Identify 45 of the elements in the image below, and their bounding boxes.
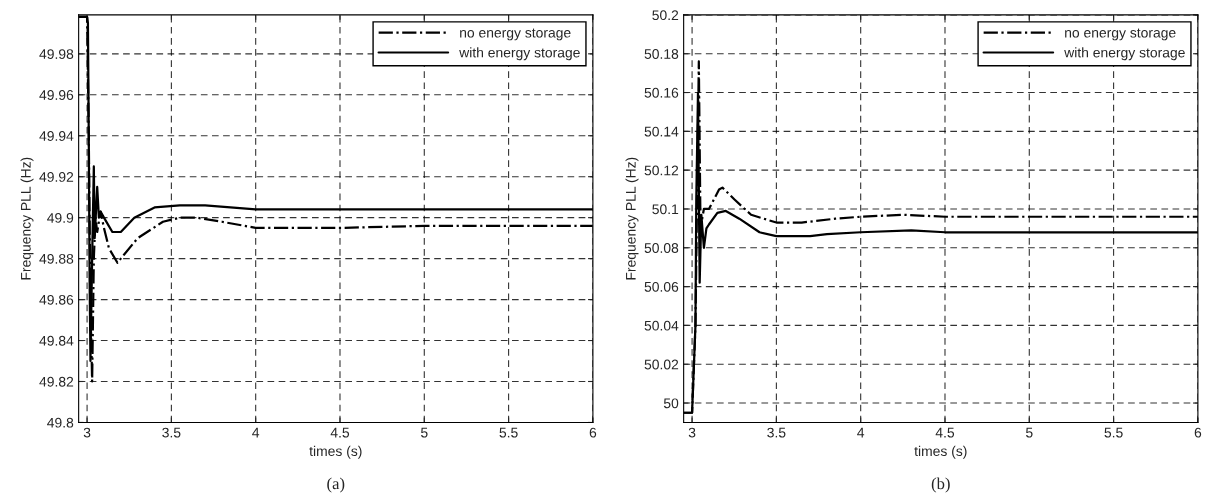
x-tick-label: 4.5	[935, 427, 955, 438]
y-tick-label: 49.84	[39, 335, 74, 346]
x-tick-label: 4	[252, 427, 260, 438]
y-tick-label: 50.12	[644, 165, 679, 176]
y-tick-label: 50.1	[652, 204, 679, 215]
text: (b)	[931, 477, 950, 493]
x-tick-label: 4.5	[330, 427, 350, 438]
y-tick-label: 50.14	[644, 126, 679, 137]
y-tick-label: 50.04	[644, 320, 679, 331]
x-tick-label: 4	[857, 427, 865, 438]
y-tick-label: 49.94	[39, 131, 74, 141]
y-tick-label: 50.18	[644, 49, 679, 59]
text: (a)	[327, 477, 345, 493]
x-tick-label: 5.5	[499, 427, 518, 438]
y-tick-label: 50.06	[644, 281, 679, 292]
legend-label: with energy storage	[1064, 47, 1185, 61]
y-axis-title: Frequency PLL (Hz)	[625, 157, 639, 280]
x-axis-title: times (s)	[914, 445, 967, 459]
y-tick-label: 50.2	[652, 10, 679, 21]
x-tick-label: 3	[688, 427, 696, 438]
y-axis-title: Frequency PLL (Hz)	[20, 157, 34, 280]
x-tick-label: 5.5	[1104, 427, 1123, 438]
y-tick-label: 50.08	[644, 243, 679, 253]
x-tick-label: 3.5	[767, 427, 786, 438]
legend-label: no energy storage	[460, 28, 571, 41]
y-tick-label: 50	[663, 398, 679, 409]
x-tick-label: 5	[1025, 427, 1033, 438]
y-tick-label: 50.02	[644, 359, 679, 370]
legend-label: no energy storage	[1065, 28, 1176, 41]
y-tick-label: 49.9	[47, 212, 74, 223]
y-tick-label: 49.82	[39, 376, 74, 387]
x-tick-label: 6	[1194, 427, 1202, 438]
x-axis-title: times (s)	[309, 445, 362, 459]
x-tick-label: 5	[420, 427, 428, 438]
x-tick-label: 3.5	[162, 427, 181, 438]
legend-label: with energy storage	[459, 47, 580, 61]
y-tick-label: 49.86	[39, 294, 74, 305]
x-tick-label: 6	[589, 427, 597, 438]
y-tick-label: 49.92	[39, 172, 74, 182]
y-tick-label: 50.16	[644, 87, 679, 98]
y-tick-label: 49.96	[39, 90, 74, 100]
y-tick-label: 49.8	[47, 417, 74, 428]
y-tick-label: 49.88	[39, 253, 74, 264]
y-tick-label: 49.98	[39, 49, 74, 59]
x-tick-label: 3	[83, 427, 91, 438]
